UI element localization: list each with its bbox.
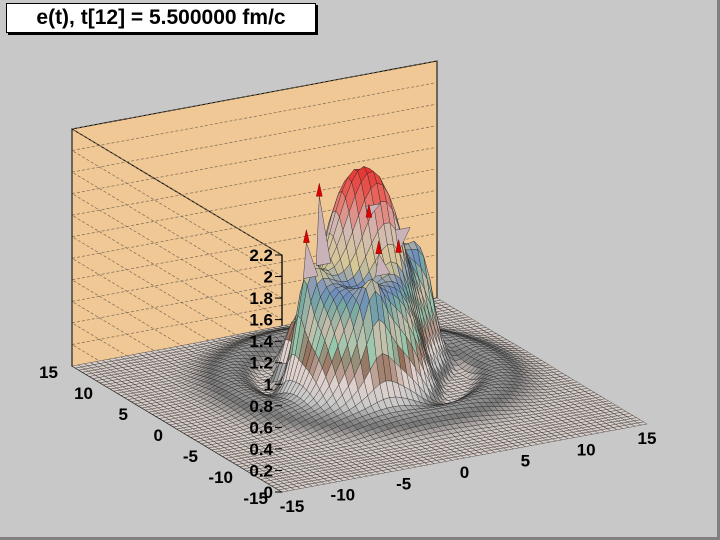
x-tick-label-3: 0: [460, 463, 469, 482]
z-tick-label-9: 1.8: [249, 289, 273, 308]
y-tick-label-4: 5: [119, 405, 128, 424]
z-tick-label-3: 0.6: [249, 418, 273, 437]
x-tick-label-4: 5: [521, 452, 530, 471]
y-tick-label-6: 15: [39, 363, 58, 382]
z-tick-label-11: 2.2: [249, 246, 273, 265]
z-tick-label-6: 1.2: [249, 354, 273, 373]
z-tick-label-5: 1: [264, 375, 273, 394]
z-tick-label-7: 1.4: [249, 332, 273, 351]
y-tick-label-5: 10: [74, 384, 93, 403]
y-tick-label-0: -15: [243, 489, 268, 508]
z-gridline-11: [71, 60, 438, 256]
x-tick-label-5: 10: [577, 440, 596, 459]
z-gridline-10: [71, 82, 438, 277]
energy-density-surface: [71, 166, 648, 493]
z-tick-label-4: 0.8: [249, 397, 273, 416]
y-tick-label-3: 0: [154, 426, 163, 445]
x-tick-label-6: 15: [638, 429, 657, 448]
z-tick-label-1: 0.2: [249, 461, 273, 480]
z-tick-label-10: 2: [264, 268, 273, 287]
z-gridline-6: [71, 168, 438, 364]
x-tick-label-1: -10: [331, 486, 356, 505]
z-tick-label-2: 0.4: [249, 440, 273, 459]
z-gridline-8: [71, 125, 438, 320]
x-tick-label-0: -15: [280, 497, 305, 516]
z-gridline-7: [71, 146, 438, 342]
y-tick-label-2: -5: [183, 447, 198, 466]
x-tick-label-2: -5: [396, 474, 411, 493]
y-tick-label-1: -10: [208, 468, 233, 487]
plot-title: e(t), t[12] = 5.500000 fm/c: [6, 3, 316, 33]
z-tick-label-8: 1.6: [249, 311, 273, 330]
z-gridline-9: [71, 103, 438, 299]
